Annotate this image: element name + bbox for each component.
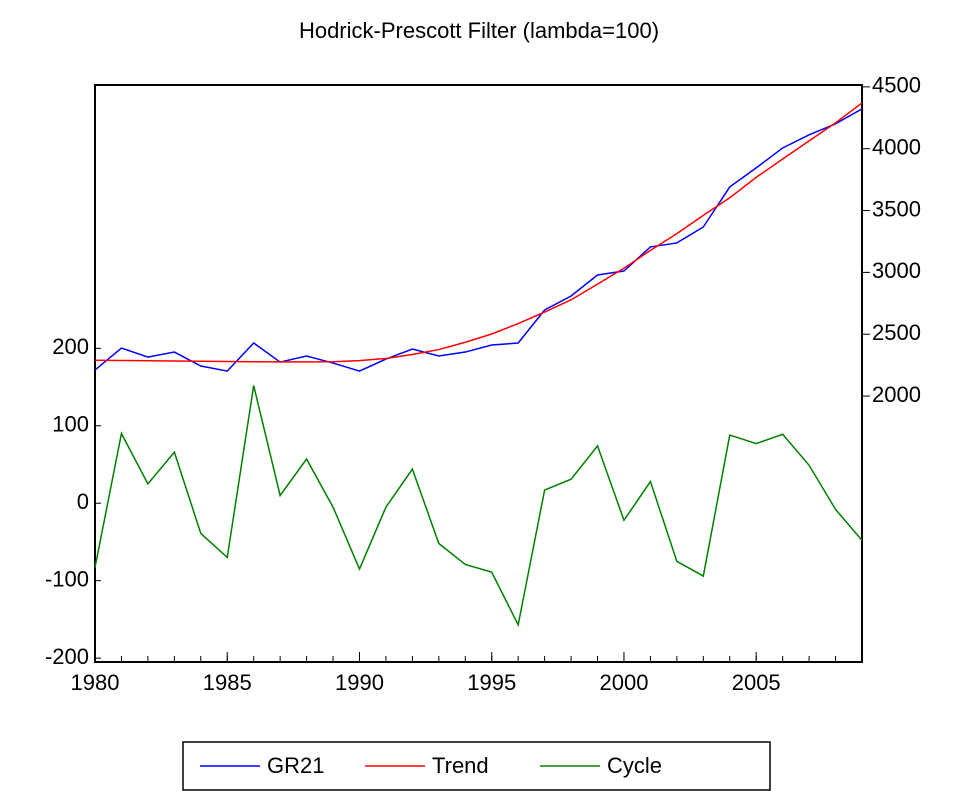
series-line (94, 108, 863, 372)
chart-title: Hodrick-Prescott Filter (lambda=100) (299, 18, 659, 43)
y2-tick-label: 2500 (872, 320, 921, 345)
y-tick-label: 100 (52, 412, 89, 437)
x-tick-label: 1990 (335, 670, 384, 695)
legend-label: GR21 (267, 753, 324, 778)
y-tick-label: -200 (45, 644, 89, 669)
legend-label: Cycle (607, 753, 662, 778)
x-tick-label: 1995 (467, 670, 516, 695)
y2-tick-label: 4500 (872, 73, 921, 98)
x-tick-label: 1980 (71, 670, 120, 695)
legend-box (182, 741, 771, 791)
x-tick-label: 1985 (203, 670, 252, 695)
series-line (94, 102, 863, 363)
y2-tick-label: 4000 (872, 135, 921, 160)
plot-frame (94, 84, 863, 663)
y2-tick-label: 2000 (872, 382, 921, 407)
series-line (94, 385, 863, 628)
x-tick-label: 2000 (599, 670, 648, 695)
y-tick-label: 200 (52, 334, 89, 359)
y2-tick-label: 3500 (872, 196, 921, 221)
legend-label: Trend (432, 753, 489, 778)
y2-tick-label: 3000 (872, 258, 921, 283)
y-tick-label: -100 (45, 566, 89, 591)
y-tick-label: 0 (77, 489, 89, 514)
x-tick-label: 2005 (732, 670, 781, 695)
